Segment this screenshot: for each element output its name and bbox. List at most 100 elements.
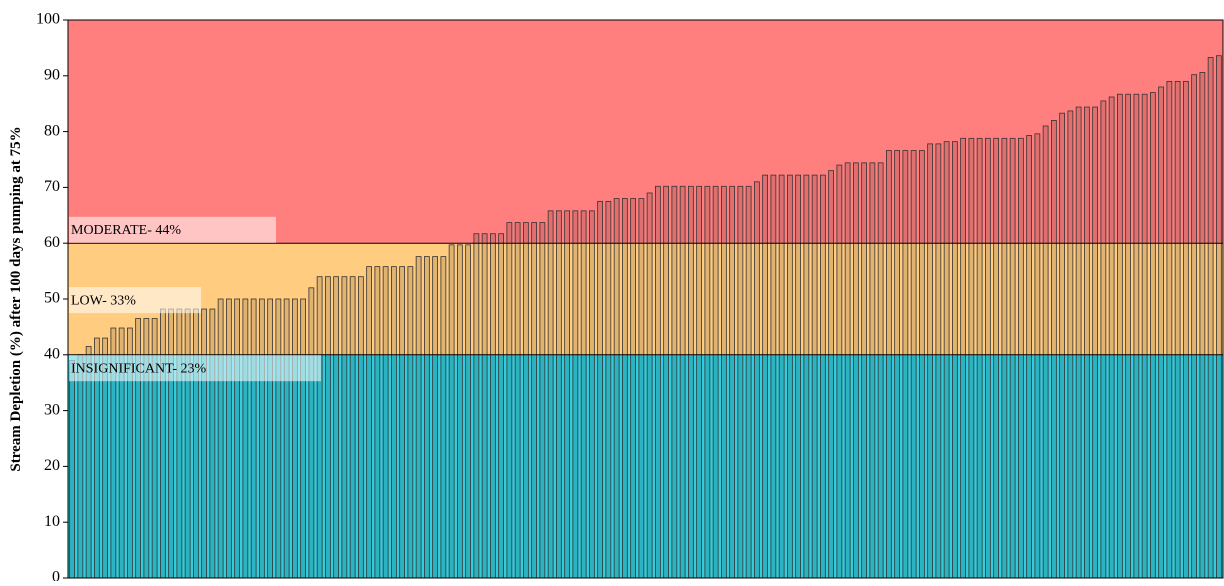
bar [1034, 133, 1041, 579]
bar [77, 354, 84, 579]
y-tick-label: 20 [44, 457, 60, 474]
y-tick-label: 60 [44, 234, 60, 251]
bar [663, 185, 670, 579]
bar [729, 185, 736, 579]
bar [250, 298, 257, 579]
bar [390, 266, 397, 579]
bar [234, 298, 240, 579]
bar [283, 298, 290, 579]
bar [382, 266, 389, 579]
bar [762, 174, 769, 579]
bar [712, 185, 719, 579]
bar [770, 174, 777, 579]
bar [1199, 72, 1206, 579]
bar [811, 174, 818, 579]
band-label-box [69, 216, 276, 243]
bar [679, 185, 686, 579]
bar [176, 308, 183, 579]
bar [704, 185, 711, 579]
bar [1084, 106, 1090, 579]
band [68, 243, 1223, 355]
bar [465, 244, 471, 579]
bar [894, 150, 901, 579]
band-label-box [69, 355, 321, 382]
bar [506, 222, 513, 579]
bar [1174, 80, 1181, 579]
bar [820, 174, 826, 579]
bar [473, 233, 480, 579]
bar [349, 276, 356, 579]
bar [489, 233, 496, 579]
bar [1100, 100, 1107, 579]
bar [935, 143, 942, 579]
bar [242, 298, 249, 579]
bar [448, 244, 455, 579]
bar [886, 150, 892, 579]
bar [960, 137, 967, 579]
band-label: LOW- 33% [71, 293, 136, 308]
bar [795, 174, 802, 579]
bar [168, 308, 174, 579]
bar [1009, 137, 1016, 579]
bar [333, 276, 339, 579]
bar [968, 137, 975, 579]
bar [696, 185, 703, 579]
bar [919, 150, 925, 579]
bar [159, 308, 166, 579]
bar [275, 298, 282, 579]
bar [564, 210, 571, 579]
bar [745, 185, 752, 579]
bar [300, 298, 306, 579]
bar [844, 162, 851, 579]
bar [308, 287, 315, 579]
bar [539, 222, 546, 579]
bar [357, 276, 364, 579]
bar [341, 276, 348, 579]
y-tick-label: 80 [44, 122, 60, 139]
bar [1108, 96, 1115, 579]
bar [267, 298, 273, 579]
bar [622, 198, 628, 579]
bar [423, 256, 430, 579]
bar [1216, 55, 1222, 579]
bar [531, 222, 538, 579]
bar [407, 266, 414, 579]
y-tick-label: 50 [44, 290, 60, 307]
y-tick-label: 70 [44, 178, 60, 195]
bar [456, 244, 463, 579]
bar [324, 276, 331, 579]
y-tick-label: 100 [36, 11, 60, 28]
bar [902, 150, 909, 579]
bar [1158, 86, 1165, 579]
bar [225, 298, 232, 579]
band-label: MODERATE- 44% [71, 223, 181, 238]
bar [1133, 93, 1140, 579]
bar [1166, 80, 1173, 579]
bar [440, 256, 447, 579]
bar [671, 185, 678, 579]
bar [1191, 74, 1198, 579]
bar [952, 141, 958, 579]
bar [943, 141, 950, 579]
y-tick-label: 90 [44, 66, 60, 83]
bar [184, 308, 191, 579]
bar [589, 210, 595, 579]
bar [861, 162, 868, 579]
bar [432, 256, 438, 579]
y-axis-title: Stream Depletion (%) after 100 days pump… [8, 126, 24, 471]
bar [291, 298, 298, 579]
band [68, 354, 1223, 578]
band-label-box [69, 287, 201, 314]
bar [572, 210, 579, 579]
bar [1042, 125, 1049, 579]
bar [1150, 92, 1156, 579]
bar [877, 162, 884, 579]
bar [399, 266, 405, 579]
bar [415, 256, 422, 579]
bar [754, 181, 760, 579]
bar [580, 210, 587, 579]
y-tick-label: 40 [44, 345, 60, 362]
bar [514, 222, 521, 579]
